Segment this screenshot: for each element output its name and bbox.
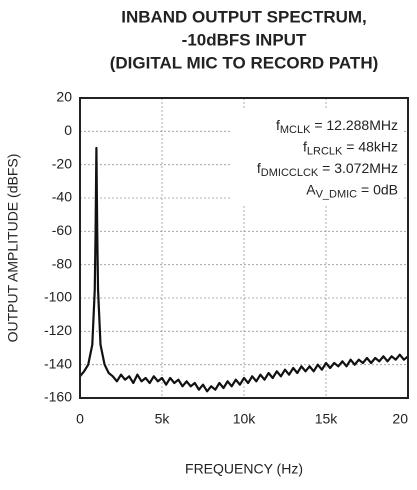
x-axis-label: FREQUENCY (Hz): [185, 461, 303, 477]
x-tick-label: 10k: [233, 411, 257, 427]
annotation: fLRCLK = 48kHz: [303, 138, 398, 157]
annotation-main: f: [257, 160, 261, 176]
x-tick-label: 15k: [315, 411, 339, 427]
x-tick-label: 20: [392, 411, 408, 427]
annotation-rest: = 12.288MHz: [310, 117, 398, 133]
annotation-sub: DMICCLCK: [261, 167, 319, 179]
annotation: fMCLK = 12.288MHz: [276, 117, 398, 136]
chart-title: -10dBFS INPUT: [182, 30, 307, 49]
annotation-main: f: [276, 117, 280, 133]
annotation-main: A: [306, 181, 316, 197]
y-tick-label: -60: [52, 222, 72, 238]
annotation-main: f: [303, 138, 307, 154]
y-tick-label: -80: [52, 255, 72, 271]
annotation-sub: V_DMIC: [316, 188, 358, 200]
x-tick-label: 5k: [155, 411, 171, 427]
y-tick-label: -100: [44, 289, 72, 305]
y-tick-label: -140: [44, 355, 72, 371]
annotation: fDMICCLCK = 3.072MHz: [257, 160, 398, 179]
annotation-sub: LRCLK: [307, 145, 343, 157]
y-tick-label: 20: [56, 89, 72, 105]
y-tick-label: 0: [64, 122, 72, 138]
spectrum-line: [79, 146, 409, 393]
annotation: AV_DMIC = 0dB: [306, 181, 398, 200]
annotation-rest: = 0dB: [357, 181, 398, 197]
y-tick-label: -120: [44, 322, 72, 338]
y-tick-label: -160: [44, 389, 72, 405]
plot-frame: [79, 97, 409, 399]
y-tick-label: -40: [52, 189, 72, 205]
chart-title: (DIGITAL MIC TO RECORD PATH): [110, 53, 379, 72]
x-tick-label: 0: [76, 411, 84, 427]
annotation-sub: MCLK: [280, 124, 311, 136]
annotation-rest: = 3.072MHz: [318, 160, 398, 176]
annotation-box: [232, 110, 404, 206]
y-axis-label: OUTPUT AMPLITUDE (dBFS): [5, 154, 21, 343]
annotation-rest: = 48kHz: [342, 138, 398, 154]
y-tick-label: -20: [52, 155, 72, 171]
chart-title: INBAND OUTPUT SPECTRUM,: [121, 7, 367, 26]
